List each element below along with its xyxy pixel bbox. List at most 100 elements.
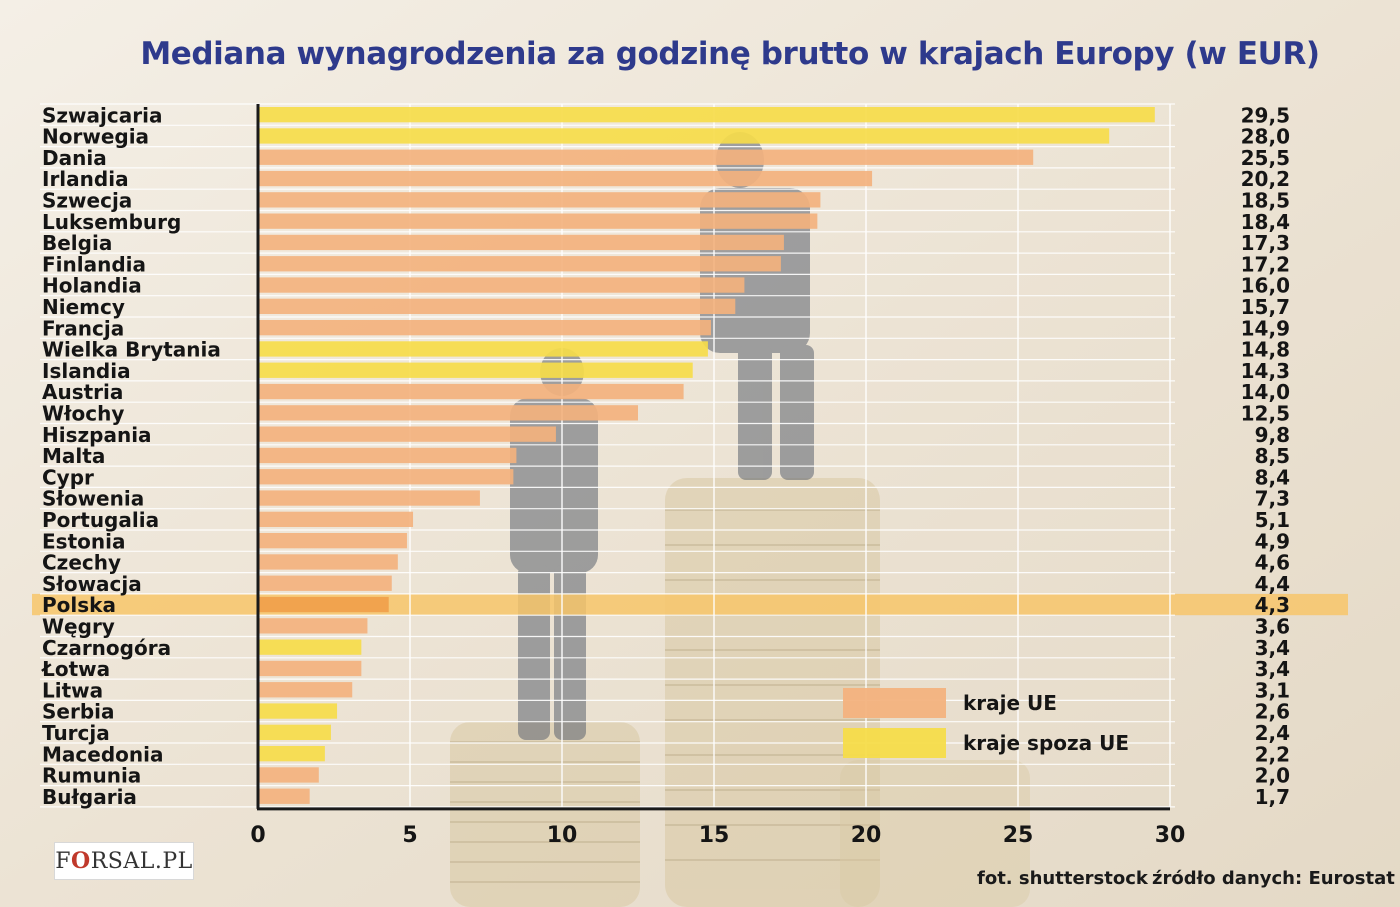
bar (258, 682, 353, 698)
category-label: Włochy (42, 402, 124, 426)
coin-o-icon: O (71, 848, 91, 874)
value-label: 3,6 (1255, 615, 1290, 639)
chart-title: Mediana wynagrodzenia za godzinę brutto … (140, 36, 1320, 72)
category-label: Niemcy (42, 295, 125, 319)
legend-swatch (843, 688, 946, 718)
x-tick-label: 10 (547, 823, 578, 848)
x-tick-label: 20 (851, 823, 882, 848)
value-label: 18,5 (1241, 189, 1290, 213)
value-label: 7,3 (1255, 487, 1290, 511)
bar (258, 341, 708, 357)
value-label: 5,1 (1255, 508, 1290, 532)
value-label: 3,1 (1255, 678, 1290, 702)
value-label: 25,5 (1241, 146, 1290, 170)
value-label: 1,7 (1255, 785, 1290, 809)
category-label: Islandia (42, 359, 131, 383)
value-label: 29,5 (1241, 103, 1290, 127)
category-label: Czarnogóra (42, 636, 171, 660)
bar (258, 511, 414, 527)
bar (258, 170, 873, 187)
bar (258, 596, 389, 613)
value-label: 8,4 (1255, 465, 1290, 489)
bar (258, 554, 398, 570)
category-label: Serbia (42, 700, 115, 724)
category-label: Szwajcaria (42, 103, 162, 127)
bar (258, 107, 1155, 123)
bar (258, 724, 331, 740)
category-label: Hiszpania (42, 423, 152, 447)
bar (258, 660, 362, 677)
category-label: Malta (42, 444, 105, 468)
category-label: Estonia (42, 529, 125, 553)
bar (258, 192, 821, 208)
value-label: 14,3 (1241, 359, 1290, 383)
category-label: Dania (42, 146, 107, 170)
category-label: Polska (42, 593, 116, 617)
value-label: 17,2 (1241, 252, 1290, 276)
value-label: 15,7 (1241, 295, 1290, 319)
value-label: 12,5 (1241, 402, 1290, 426)
bar (258, 298, 736, 314)
value-label: 4,9 (1255, 529, 1290, 553)
bar (258, 746, 325, 762)
category-label: Czechy (42, 551, 121, 575)
bar (258, 405, 638, 421)
bar (258, 469, 514, 485)
bar (258, 575, 392, 591)
logo-prefix: F (55, 848, 72, 874)
bar (258, 788, 310, 804)
category-label: Cypr (42, 465, 94, 489)
forsal-logo: F O RSAL.PL (54, 842, 194, 880)
value-label: 9,8 (1255, 423, 1290, 447)
bar (258, 362, 693, 378)
bar (258, 277, 745, 293)
category-label: Norwegia (42, 125, 149, 149)
bar (258, 149, 1034, 165)
category-label: Litwa (42, 678, 103, 702)
bar (258, 490, 480, 506)
value-label: 2,6 (1255, 700, 1290, 724)
bar (258, 320, 711, 336)
category-label: Słowenia (42, 487, 144, 511)
value-label: 2,4 (1255, 721, 1290, 745)
value-label: 18,4 (1241, 210, 1290, 234)
coin-stack-right (840, 760, 1030, 907)
bar (258, 383, 684, 400)
category-label: Łotwa (41, 657, 110, 681)
category-label: Słowacja (42, 572, 142, 596)
legend-swatch (843, 728, 946, 758)
bar (258, 703, 338, 719)
bar (258, 234, 784, 251)
legend-label: kraje spoza UE (963, 731, 1129, 755)
value-label: 8,5 (1255, 444, 1290, 468)
category-label: Turcja (42, 721, 110, 745)
category-label: Portugalia (42, 508, 159, 532)
logo-suffix: RSAL.PL (90, 848, 193, 874)
bar (258, 639, 362, 655)
bar (258, 213, 818, 229)
x-tick-label: 15 (699, 823, 730, 848)
x-tick-label: 5 (402, 823, 417, 848)
value-label: 4,3 (1255, 593, 1290, 617)
category-label: Bułgaria (42, 785, 137, 809)
category-label: Holandia (42, 274, 142, 298)
value-label: 16,0 (1241, 274, 1290, 298)
category-label: Francja (42, 316, 124, 340)
value-label: 3,4 (1255, 657, 1290, 681)
source-credit: źródło danych: Eurostat (1152, 868, 1395, 889)
category-label: Szwecja (42, 189, 132, 213)
value-label: 14,0 (1241, 380, 1290, 404)
value-label: 3,4 (1255, 636, 1290, 660)
x-tick-label: 25 (1003, 823, 1034, 848)
category-label: Belgia (42, 231, 112, 255)
category-label: Austria (42, 380, 123, 404)
bar (258, 128, 1110, 144)
bar (258, 447, 517, 464)
bar (258, 256, 781, 272)
value-label: 17,3 (1241, 231, 1290, 255)
category-label: Luksemburg (42, 210, 181, 234)
category-label: Węgry (42, 615, 115, 639)
bar (258, 426, 556, 442)
category-label: Finlandia (42, 252, 146, 276)
